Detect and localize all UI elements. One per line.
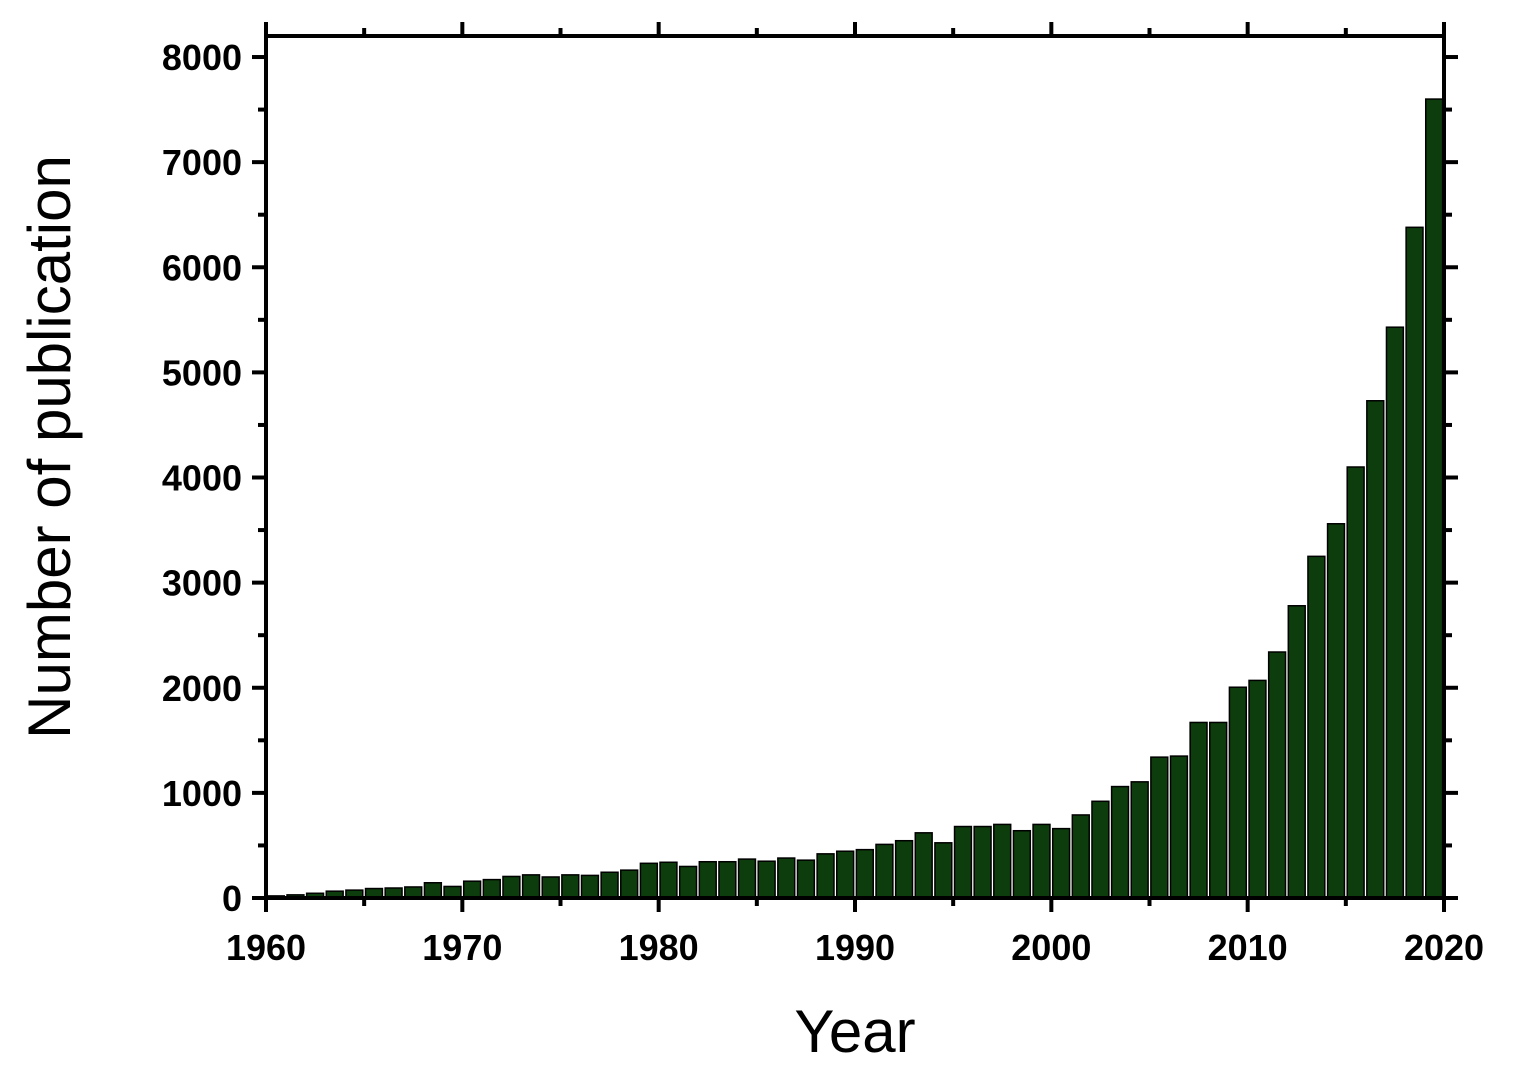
y-tick-label: 8000 (162, 37, 242, 78)
bar-2018 (1405, 226, 1424, 899)
y-tick-labels: 0 1000 2000 3000 4000 5000 6000 7000 8000 (162, 37, 242, 919)
bar-2006 (1169, 755, 1189, 899)
bar-1974 (541, 876, 560, 899)
bar-2005 (1150, 756, 1169, 899)
bar-1991 (875, 843, 894, 899)
y-tick-label: 7000 (162, 142, 242, 183)
y-tick-label: 0 (222, 878, 242, 919)
bar-1993 (914, 832, 933, 899)
bar-1990 (855, 848, 874, 899)
bar-1970 (462, 880, 482, 899)
plot-frame (264, 34, 1446, 900)
bar-2002 (1091, 800, 1110, 899)
bar-1968 (423, 882, 443, 899)
x-tick-label: 1990 (815, 927, 895, 968)
bar-1980 (659, 861, 678, 899)
bar-2004 (1130, 781, 1149, 899)
bar-2015 (1346, 466, 1365, 899)
y-axis-title: Number of publication (16, 155, 83, 739)
y-tick-label: 3000 (162, 563, 242, 604)
bar-1983 (718, 860, 737, 899)
bar-1984 (737, 858, 757, 899)
bar-2003 (1110, 785, 1130, 899)
bar-1971 (482, 878, 501, 899)
bar-2001 (1071, 814, 1090, 899)
x-axis-title: Year (794, 998, 915, 1065)
bar-2014 (1326, 523, 1346, 899)
bar-2007 (1189, 721, 1208, 899)
bar-2000 (1051, 827, 1071, 899)
bar-2011 (1267, 651, 1287, 899)
bar-1992 (894, 839, 914, 899)
bar-1985 (757, 860, 776, 899)
bar-2013 (1307, 555, 1326, 899)
bar-2010 (1248, 679, 1267, 899)
bar-1999 (1032, 823, 1051, 899)
bar-1994 (934, 842, 953, 899)
y-tick-label: 1000 (162, 773, 242, 814)
bar-1972 (502, 875, 521, 899)
bar-2017 (1385, 326, 1405, 899)
y-tick-label: 4000 (162, 458, 242, 499)
x-tick-label: 1960 (226, 927, 306, 968)
x-tick-label: 2000 (1011, 927, 1091, 968)
bar-1988 (816, 853, 835, 899)
bar-1982 (698, 860, 717, 899)
bar-series (266, 98, 1444, 899)
bar-1997 (993, 823, 1012, 899)
bar-1976 (580, 874, 600, 899)
y-tick-label: 5000 (162, 352, 242, 393)
bar-1975 (561, 874, 580, 899)
bar-2008 (1209, 721, 1228, 899)
bar-1979 (639, 862, 659, 899)
bar-2019 (1424, 98, 1444, 899)
bar-1995 (953, 825, 973, 899)
x-tick-label: 2010 (1208, 927, 1288, 968)
bar-1989 (835, 850, 855, 899)
bar-2009 (1228, 686, 1248, 899)
bar-1996 (973, 825, 992, 899)
bar-1987 (796, 859, 816, 899)
x-tick-label: 2020 (1404, 927, 1484, 968)
bar-1998 (1012, 829, 1032, 899)
x-tick-label: 1980 (619, 927, 699, 968)
bar-1973 (521, 874, 541, 899)
bar-1978 (620, 869, 639, 899)
bar-2012 (1287, 605, 1306, 899)
axis-ticks (252, 22, 1458, 912)
bar-2016 (1366, 400, 1385, 899)
x-tick-labels: 1960 1970 1980 1990 2000 2010 2020 (226, 927, 1484, 968)
y-tick-label: 2000 (162, 668, 242, 709)
bar-1986 (777, 857, 796, 899)
bar-1981 (678, 865, 698, 899)
x-tick-label: 1970 (422, 927, 502, 968)
y-tick-label: 6000 (162, 247, 242, 288)
bar-1977 (600, 871, 619, 899)
